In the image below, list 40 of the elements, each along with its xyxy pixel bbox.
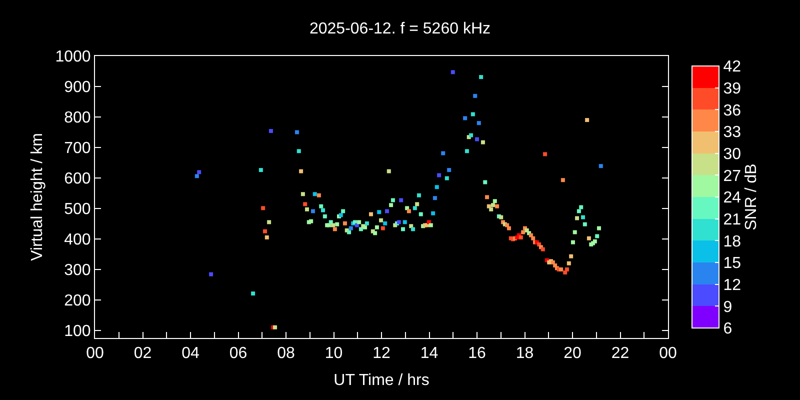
color-bar-label: 36 [723,102,742,120]
x-tick-label: 18 [516,345,534,362]
color-bar-label: 39 [723,80,742,98]
color-bar-label: 6 [723,320,732,338]
color-bar-label: 12 [723,276,742,294]
color-bar-label: 42 [723,58,742,76]
y-tick-label: 300 [64,262,91,280]
y-axis-title: Virtual height / km [29,133,46,261]
x-tick-label: 04 [182,345,200,362]
y-tick-label: 500 [64,201,91,218]
y-tick-label: 700 [64,140,91,158]
x-axis-title: UT Time / hrs [334,372,430,389]
color-bar-label: 30 [723,146,742,163]
x-tick-label: 16 [468,345,486,362]
x-tick-label: 08 [277,345,295,362]
color-bar-label: 18 [723,233,742,250]
x-tick-label: 00 [659,345,677,362]
y-tick-label: 100 [64,322,91,340]
x-tick-label: 14 [420,345,438,362]
y-tick-label: 400 [64,232,91,249]
color-bar-label: 24 [723,190,742,207]
x-tick-label: 02 [134,345,152,362]
color-bar-label: 27 [723,168,742,185]
chart-title: 2025-06-12. f = 5260 kHz [309,20,491,38]
x-tick-label: 12 [372,345,390,362]
color-bar-label: 9 [723,298,732,316]
y-tick-label: 1000 [55,48,91,66]
x-tick-label: 10 [324,345,343,362]
x-tick-label: 20 [564,345,582,362]
y-tick-label: 600 [64,170,91,188]
y-tick-label: 900 [64,79,91,96]
y-tick-label: 200 [64,292,91,310]
color-bar-title: SNR / dB [743,164,760,230]
x-tick-label: 22 [611,345,630,362]
x-tick-label: 00 [86,345,104,362]
color-bar-label: 33 [723,124,742,142]
x-tick-label: 06 [229,345,248,362]
color-bar-label: 15 [723,255,742,272]
color-bar-label: 21 [723,211,742,228]
y-tick-label: 800 [64,110,91,127]
